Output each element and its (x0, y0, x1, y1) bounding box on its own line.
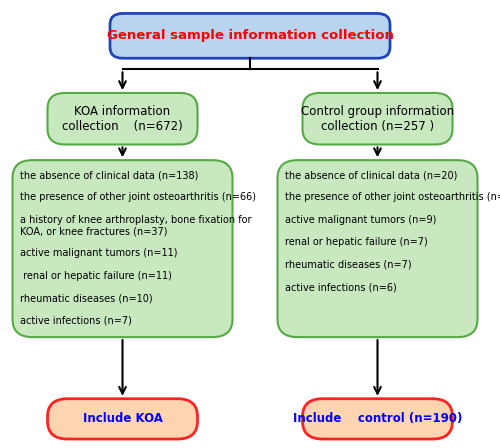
Text: the absence of clinical data (n=138)

the presence of other joint osteoarthritis: the absence of clinical data (n=138) the… (20, 170, 256, 326)
Text: KOA information
collection    (n=672): KOA information collection (n=672) (62, 105, 183, 133)
FancyBboxPatch shape (48, 399, 198, 439)
Text: Include    control (n=190): Include control (n=190) (293, 412, 462, 426)
FancyBboxPatch shape (12, 160, 232, 337)
FancyBboxPatch shape (278, 160, 477, 337)
Text: Control group information
collection (n=257 ): Control group information collection (n=… (301, 105, 454, 133)
FancyBboxPatch shape (48, 93, 198, 144)
Text: General sample information collection: General sample information collection (106, 29, 394, 43)
FancyBboxPatch shape (110, 13, 390, 58)
FancyBboxPatch shape (302, 399, 452, 439)
FancyBboxPatch shape (302, 93, 452, 144)
Text: Include KOA: Include KOA (82, 412, 162, 426)
Text: the absence of clinical data (n=20)

the presence of other joint osteoarthritis : the absence of clinical data (n=20) the … (285, 170, 500, 292)
